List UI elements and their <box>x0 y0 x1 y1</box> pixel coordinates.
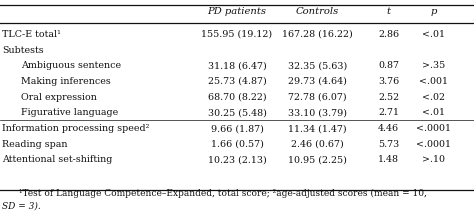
Text: <.01: <.01 <box>422 30 445 39</box>
Text: 5.73: 5.73 <box>378 140 399 149</box>
Text: <.0001: <.0001 <box>416 124 451 133</box>
Text: 72.78 (6.07): 72.78 (6.07) <box>288 93 347 102</box>
Text: 33.10 (3.79): 33.10 (3.79) <box>288 108 347 117</box>
Text: Oral expression: Oral expression <box>21 93 97 102</box>
Text: 0.87: 0.87 <box>378 61 399 70</box>
Text: 9.66 (1.87): 9.66 (1.87) <box>210 124 264 133</box>
Text: 11.34 (1.47): 11.34 (1.47) <box>288 124 347 133</box>
Text: >.10: >.10 <box>422 155 445 164</box>
Text: <.02: <.02 <box>422 93 445 102</box>
Text: 68.70 (8.22): 68.70 (8.22) <box>208 93 266 102</box>
Text: <.0001: <.0001 <box>416 140 451 149</box>
Text: 3.76: 3.76 <box>378 77 399 86</box>
Text: t: t <box>387 7 391 16</box>
Text: Attentional set-shifting: Attentional set-shifting <box>2 155 113 164</box>
Text: TLC-E total¹: TLC-E total¹ <box>2 30 61 39</box>
Text: Information processing speed²: Information processing speed² <box>2 124 150 133</box>
Text: Making inferences: Making inferences <box>21 77 111 86</box>
Text: 10.23 (2.13): 10.23 (2.13) <box>208 155 266 164</box>
Text: 29.73 (4.64): 29.73 (4.64) <box>288 77 347 86</box>
Text: p: p <box>430 7 437 16</box>
Text: 30.25 (5.48): 30.25 (5.48) <box>208 108 266 117</box>
Text: ¹Test of Language Competence–Expanded, total score; ²age-adjusted scores (mean =: ¹Test of Language Competence–Expanded, t… <box>19 189 427 198</box>
Text: 2.46 (0.67): 2.46 (0.67) <box>291 140 344 149</box>
Text: Figurative language: Figurative language <box>21 108 118 117</box>
Text: 1.48: 1.48 <box>378 155 399 164</box>
Text: SD = 3).: SD = 3). <box>2 202 41 211</box>
Text: 25.73 (4.87): 25.73 (4.87) <box>208 77 266 86</box>
Text: 2.86: 2.86 <box>378 30 399 39</box>
Text: Ambiguous sentence: Ambiguous sentence <box>21 61 121 70</box>
Text: 10.95 (2.25): 10.95 (2.25) <box>288 155 347 164</box>
Text: Controls: Controls <box>296 7 339 16</box>
Text: Reading span: Reading span <box>2 140 68 149</box>
Text: 4.46: 4.46 <box>378 124 399 133</box>
Text: 1.66 (0.57): 1.66 (0.57) <box>210 140 264 149</box>
Text: Subtests: Subtests <box>2 46 44 55</box>
Text: 31.18 (6.47): 31.18 (6.47) <box>208 61 266 70</box>
Text: <.01: <.01 <box>422 108 445 117</box>
Text: 32.35 (5.63): 32.35 (5.63) <box>288 61 347 70</box>
Text: <.001: <.001 <box>419 77 448 86</box>
Text: 167.28 (16.22): 167.28 (16.22) <box>282 30 353 39</box>
Text: 2.52: 2.52 <box>378 93 399 102</box>
Text: >.35: >.35 <box>422 61 446 70</box>
Text: PD patients: PD patients <box>208 7 266 16</box>
Text: 155.95 (19.12): 155.95 (19.12) <box>201 30 273 39</box>
Text: 2.71: 2.71 <box>378 108 399 117</box>
